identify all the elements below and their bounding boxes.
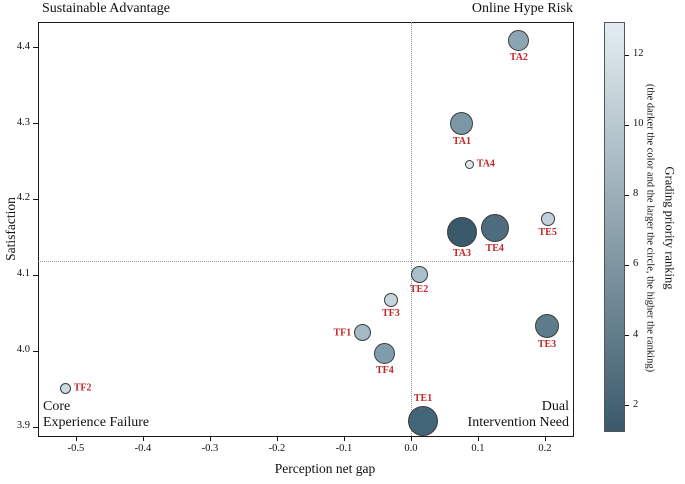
point-TE4 bbox=[480, 213, 509, 242]
point-TE5 bbox=[540, 211, 555, 226]
quadrant-label-bottom-right: Dual Intervention Need bbox=[467, 399, 569, 430]
point-TA2 bbox=[508, 30, 530, 52]
x-axis-label: Perception net gap bbox=[274, 461, 376, 476]
point-label-TF3: TF3 bbox=[382, 308, 400, 320]
point-label-TF1: TF1 bbox=[333, 327, 352, 339]
point-label-TF4: TF4 bbox=[375, 365, 394, 377]
point-label-TE5: TE5 bbox=[538, 226, 557, 238]
y-tick-mark bbox=[33, 47, 38, 49]
y-tick-label: 4.4 bbox=[16, 40, 30, 52]
point-label-TA2: TA2 bbox=[509, 52, 528, 64]
point-TA4 bbox=[464, 159, 474, 169]
x-tick-mark bbox=[142, 437, 144, 441]
colorbar-tick-label: 8 bbox=[633, 188, 639, 200]
colorbar bbox=[604, 22, 625, 432]
x-tick-mark bbox=[544, 437, 546, 441]
point-TF1 bbox=[354, 324, 372, 342]
x-tick-mark bbox=[276, 437, 278, 441]
y-tick-mark bbox=[33, 350, 38, 352]
quadrant-label-top-right: Online Hype Risk bbox=[471, 1, 573, 16]
y-axis-label: Satisfaction bbox=[3, 197, 18, 261]
colorbar-tick-mark bbox=[625, 264, 629, 266]
point-label-TA1: TA1 bbox=[452, 136, 471, 148]
y-tick-mark bbox=[33, 198, 38, 200]
colorbar-tick-mark bbox=[625, 405, 629, 407]
colorbar-tick-label: 4 bbox=[633, 328, 639, 340]
x-tick-label: 0.0 bbox=[404, 443, 418, 454]
point-label-TE1: TE1 bbox=[413, 392, 433, 404]
colorbar-tick-label: 6 bbox=[633, 258, 639, 270]
colorbar-tick-label: 10 bbox=[633, 118, 644, 130]
x-tick-label: -0.4 bbox=[134, 443, 152, 454]
x-tick-label: 0.1 bbox=[471, 443, 485, 454]
colorbar-tick-mark bbox=[625, 335, 629, 336]
point-label-TA3: TA3 bbox=[452, 248, 471, 260]
point-label-TE3: TE3 bbox=[537, 338, 557, 350]
quadrant-label-bottom-left: Core Experience Failure bbox=[43, 399, 150, 430]
x-tick-label: -0.2 bbox=[268, 443, 286, 454]
point-TE1 bbox=[408, 405, 439, 436]
colorbar-tick-mark bbox=[625, 54, 629, 56]
x-tick-label: 0.2 bbox=[538, 443, 552, 454]
point-label-TE4: TE4 bbox=[485, 242, 504, 254]
x-tick-label: -0.3 bbox=[201, 443, 219, 454]
y-tick-label: 4.3 bbox=[16, 116, 30, 128]
quadrant-label-top-left: Sustainable Advantage bbox=[42, 1, 170, 16]
x-tick-label: -0.5 bbox=[67, 443, 85, 454]
y-tick-mark bbox=[33, 426, 38, 428]
point-TF2 bbox=[59, 382, 71, 394]
colorbar-tick-mark bbox=[625, 194, 629, 196]
point-TA1 bbox=[450, 112, 474, 136]
x-tick-mark bbox=[209, 437, 211, 441]
point-TE2 bbox=[410, 266, 428, 284]
point-label-TF2: TF2 bbox=[73, 382, 92, 394]
colorbar-label: Grading priority ranking bbox=[662, 166, 677, 290]
x-tick-mark bbox=[477, 437, 479, 441]
y-tick-mark bbox=[33, 123, 38, 125]
point-TF3 bbox=[383, 293, 398, 308]
y-tick-label: 4.0 bbox=[16, 344, 30, 356]
point-TE3 bbox=[535, 313, 559, 338]
y-tick-label: 4.2 bbox=[16, 192, 30, 204]
y-tick-label: 3.9 bbox=[16, 420, 30, 432]
point-label-TE2: TE2 bbox=[409, 284, 429, 296]
colorbar-sublabel: (the darker the color and the larger the… bbox=[644, 83, 656, 373]
point-label-TA4: TA4 bbox=[476, 158, 495, 170]
x-tick-mark bbox=[75, 437, 77, 441]
x-tick-mark bbox=[410, 437, 412, 441]
y-tick-mark bbox=[33, 274, 38, 276]
colorbar-tick-mark bbox=[625, 124, 629, 126]
x-tick-mark bbox=[343, 437, 345, 441]
colorbar-tick-label: 12 bbox=[633, 48, 644, 60]
point-TF4 bbox=[374, 343, 396, 365]
colorbar-tick-label: 2 bbox=[633, 398, 639, 410]
reference-line-x0 bbox=[410, 22, 412, 436]
reference-line-mean-satisfaction bbox=[38, 260, 573, 262]
point-TA3 bbox=[446, 217, 477, 248]
y-tick-label: 4.1 bbox=[16, 268, 30, 280]
x-tick-label: -0.1 bbox=[335, 443, 353, 454]
